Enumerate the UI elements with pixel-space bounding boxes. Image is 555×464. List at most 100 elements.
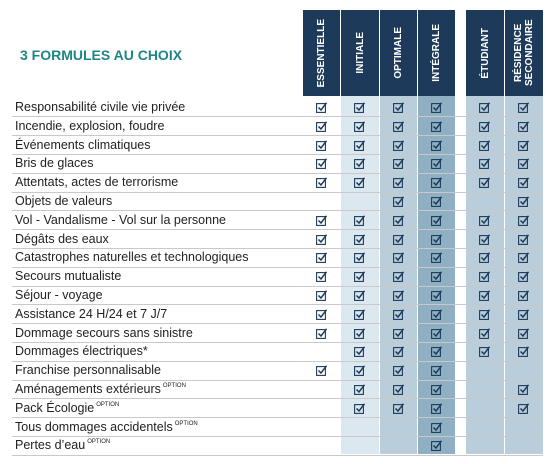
checkbox bbox=[479, 327, 490, 339]
checkbox bbox=[479, 215, 490, 226]
checkbox bbox=[392, 121, 404, 132]
checkbox bbox=[315, 271, 327, 283]
column-header-text: OPTIMALE bbox=[393, 27, 404, 79]
row-label: Aménagements extérieurs OPTION bbox=[15, 382, 186, 396]
row-label: Pack Écologie OPTION bbox=[15, 401, 119, 415]
checkbox bbox=[392, 252, 404, 264]
row-label-text: Vol - Vandalisme - Vol sur la personne bbox=[15, 212, 226, 227]
checkbox bbox=[354, 139, 365, 151]
checkbox bbox=[354, 365, 365, 377]
checkbox bbox=[430, 252, 442, 264]
checkbox bbox=[315, 139, 327, 151]
row-separator bbox=[12, 417, 543, 419]
row-label-text: Attentats, actes de terrorisme bbox=[15, 175, 179, 190]
checkbox bbox=[315, 290, 327, 301]
checkbox bbox=[479, 139, 490, 151]
row-separator bbox=[12, 341, 543, 343]
row-label-text: Séjour - voyage bbox=[15, 288, 103, 302]
checkbox bbox=[315, 327, 327, 339]
checkbox bbox=[392, 271, 404, 283]
checkbox bbox=[354, 177, 365, 189]
checkbox bbox=[430, 271, 442, 283]
row-label: Secours mutualiste bbox=[15, 269, 121, 283]
checkbox bbox=[518, 384, 529, 395]
checkbox bbox=[518, 271, 529, 283]
checkbox bbox=[354, 309, 365, 320]
checkbox bbox=[392, 290, 404, 301]
checkbox bbox=[315, 365, 327, 377]
checkbox bbox=[518, 346, 529, 358]
checkbox bbox=[479, 346, 490, 358]
checkbox bbox=[430, 102, 442, 113]
checkbox bbox=[315, 177, 327, 189]
checkbox bbox=[430, 440, 442, 452]
checkbox bbox=[392, 158, 404, 170]
option-note: OPTION bbox=[174, 420, 198, 427]
column-header: INTÉGRALE bbox=[418, 10, 455, 96]
checkbox bbox=[315, 233, 327, 245]
checkbox bbox=[430, 309, 442, 320]
row-label: Séjour - voyage bbox=[15, 288, 103, 302]
row-label: Tous dommages accidentels OPTION bbox=[15, 420, 198, 434]
row-label: Catastrophes naturelles et technologique… bbox=[15, 250, 248, 264]
row-separator bbox=[12, 398, 543, 400]
row-separator bbox=[12, 435, 543, 437]
checkbox bbox=[430, 365, 442, 377]
checkbox bbox=[354, 327, 365, 339]
row-label-text: Responsabilité civile vie privée bbox=[15, 100, 186, 114]
checkbox bbox=[315, 252, 327, 264]
checkbox bbox=[392, 327, 404, 339]
row-separator bbox=[12, 116, 543, 118]
checkbox bbox=[518, 403, 529, 414]
checkbox bbox=[479, 271, 490, 283]
column-header-text: INITIALE bbox=[354, 32, 366, 74]
row-separator bbox=[12, 379, 543, 381]
row-separator bbox=[12, 247, 543, 249]
column-header: ÉTUDIANT bbox=[466, 10, 504, 96]
row-label-text: Tous dommages accidentels bbox=[15, 419, 173, 434]
row-label-text: Dégâts des eaux bbox=[15, 231, 109, 246]
column-header-text: RÉSIDENCE SECONDAIRE bbox=[513, 19, 535, 87]
checkbox bbox=[315, 121, 327, 132]
checkbox bbox=[430, 139, 442, 151]
checkbox bbox=[392, 233, 404, 245]
row-separator bbox=[12, 304, 543, 306]
checkbox bbox=[518, 233, 529, 245]
row-label: Dégâts des eaux bbox=[15, 232, 109, 246]
row-label: Vol - Vandalisme - Vol sur la personne bbox=[15, 213, 226, 227]
row-separator bbox=[12, 191, 543, 193]
checkbox bbox=[430, 233, 442, 245]
row-label-text: Secours mutualiste bbox=[15, 269, 122, 284]
checkbox bbox=[392, 139, 404, 151]
checkbox bbox=[518, 121, 529, 132]
checkbox bbox=[430, 196, 442, 207]
checkbox bbox=[392, 403, 404, 414]
checkbox bbox=[392, 309, 404, 320]
row-label: Attentats, actes de terrorisme bbox=[15, 175, 178, 189]
row-label-text: Pack Écologie bbox=[15, 400, 95, 415]
title: 3 FORMULES AU CHOIX bbox=[20, 47, 183, 63]
checkbox bbox=[430, 290, 442, 301]
column-header-text: INTÉGRALE bbox=[431, 24, 442, 82]
checkbox bbox=[518, 309, 529, 320]
checkbox bbox=[392, 365, 404, 377]
row-separator bbox=[12, 210, 543, 212]
checkbox bbox=[479, 233, 490, 245]
option-note: OPTION bbox=[162, 383, 186, 389]
checkbox bbox=[354, 384, 365, 395]
column-header: INITIALE bbox=[341, 10, 379, 96]
row-label-text: Catastrophes naturelles et technologique… bbox=[15, 250, 249, 265]
column-header: RÉSIDENCE SECONDAIRE bbox=[505, 10, 543, 96]
checkbox bbox=[479, 121, 490, 132]
checkbox bbox=[392, 215, 404, 226]
row-separator bbox=[12, 135, 543, 137]
column-header-text: ÉTUDIANT bbox=[479, 27, 491, 79]
checkbox bbox=[354, 346, 365, 358]
row-separator bbox=[12, 360, 543, 362]
row-label-text: Aménagements extérieurs bbox=[15, 382, 161, 396]
row-separator bbox=[12, 266, 543, 268]
checkbox bbox=[430, 158, 442, 170]
row-separator bbox=[12, 323, 543, 325]
row-label-text: Bris de glaces bbox=[15, 156, 94, 171]
checkbox bbox=[479, 290, 490, 301]
